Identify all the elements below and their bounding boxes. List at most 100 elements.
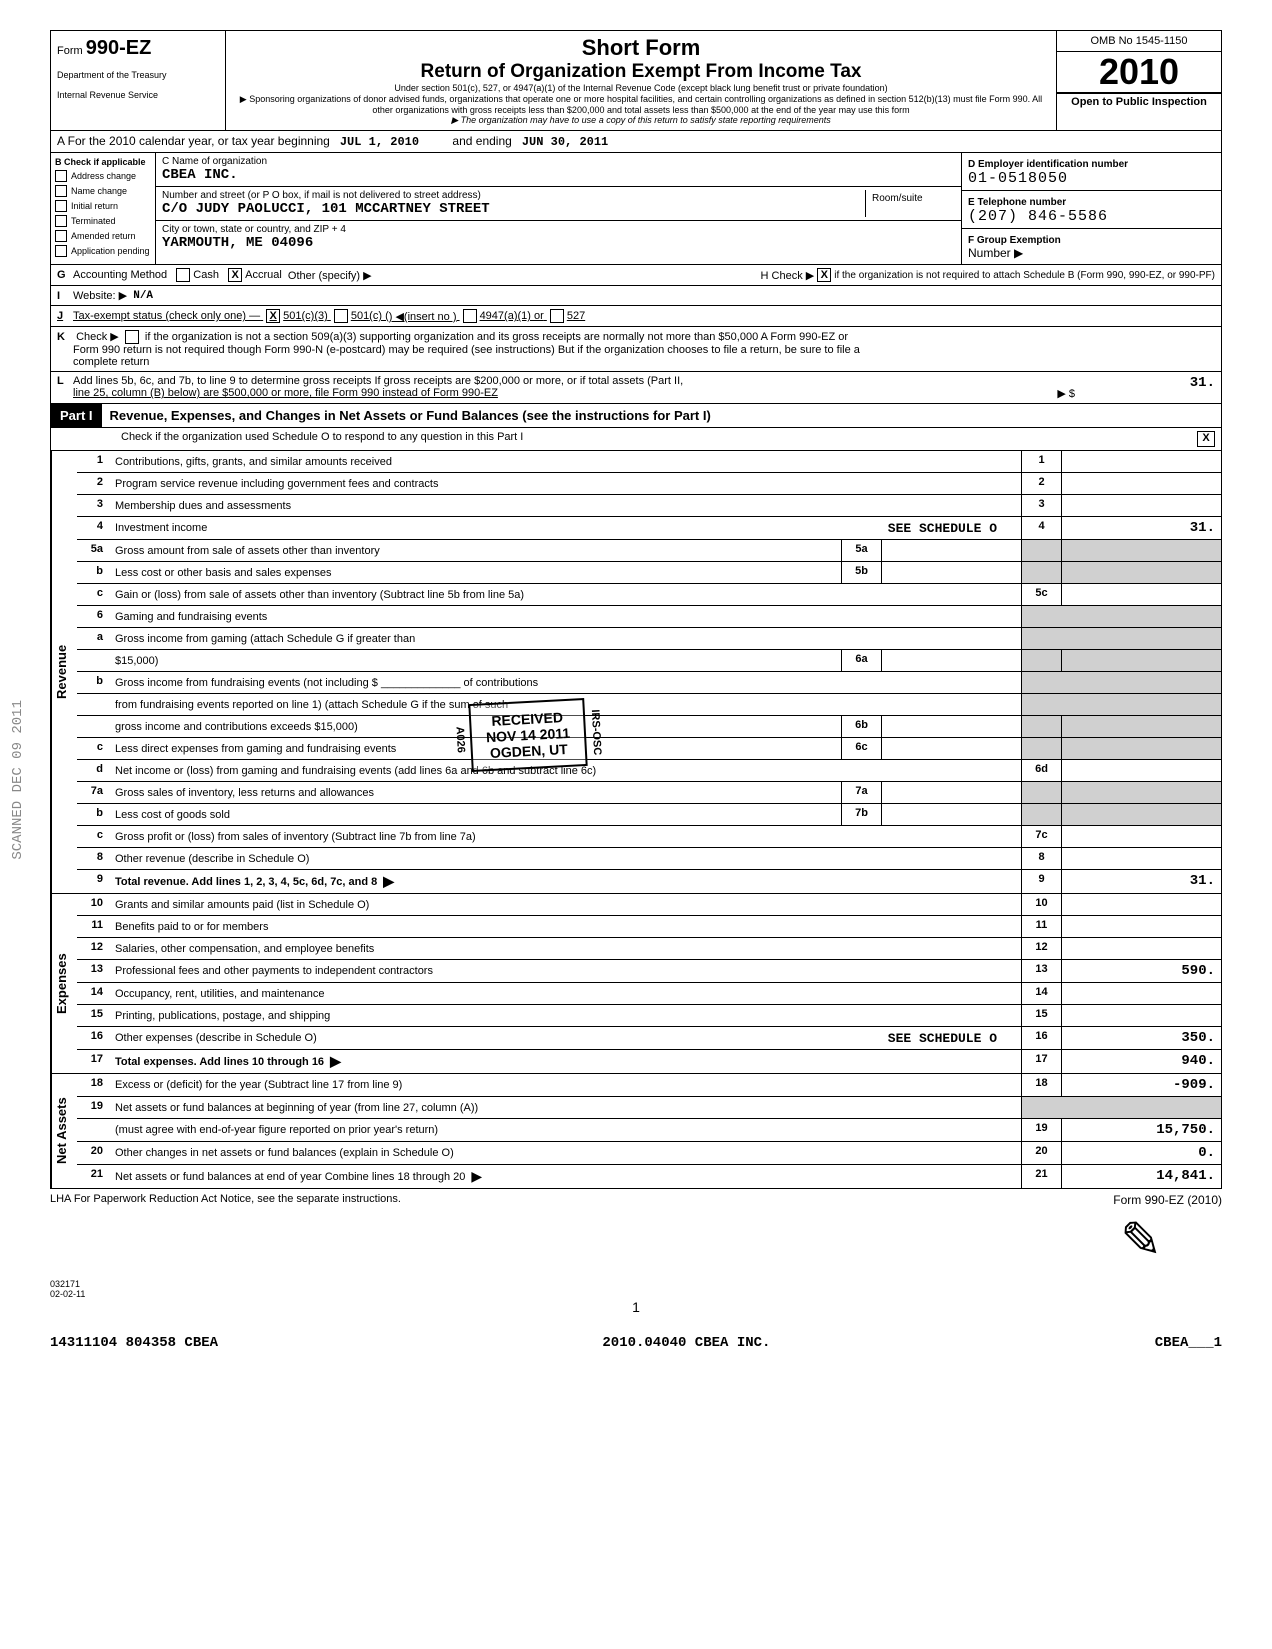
addr-hint: Number and street (or P O box, if mail i… xyxy=(162,190,865,201)
table-row: 14Occupancy, rent, utilities, and mainte… xyxy=(77,983,1221,1005)
h-checkbox[interactable]: X xyxy=(817,268,831,282)
line-code: 1 xyxy=(1021,451,1061,472)
line-code: 13 xyxy=(1021,960,1061,982)
revenue-label: Revenue xyxy=(51,451,77,893)
mid-value xyxy=(881,540,1021,561)
row-desc: Less cost of goods sold xyxy=(111,804,841,825)
e-label: E Telephone number xyxy=(968,197,1066,208)
h-text: H Check ▶ xyxy=(761,269,815,282)
row-number xyxy=(77,694,111,715)
i-text: Website: ▶ xyxy=(73,289,127,302)
form-ref: Form 990-EZ (2010) xyxy=(1113,1193,1222,1207)
row-desc: Printing, publications, postage, and shi… xyxy=(111,1005,1021,1026)
row-desc: Total revenue. Add lines 1, 2, 3, 4, 5c,… xyxy=(111,870,1021,893)
check-name-change[interactable] xyxy=(55,185,67,197)
4947-label: 4947(a)(1) or xyxy=(480,310,544,322)
table-row: 10Grants and similar amounts paid (list … xyxy=(77,894,1221,916)
row-number: 1 xyxy=(77,451,111,472)
phone-value: (207) 846-5586 xyxy=(968,208,1108,225)
row-number: 15 xyxy=(77,1005,111,1026)
table-row: 13Professional fees and other payments t… xyxy=(77,960,1221,983)
row-desc: Program service revenue including govern… xyxy=(111,473,1021,494)
part1-sub-text: Check if the organization used Schedule … xyxy=(121,431,1197,447)
f-sub: Number ▶ xyxy=(968,246,1023,260)
table-row: 2Program service revenue including gover… xyxy=(77,473,1221,495)
mid-value xyxy=(881,716,1021,737)
row-desc: $15,000) xyxy=(111,650,841,671)
shaded-value xyxy=(1061,782,1221,803)
row-desc: Contributions, gifts, grants, and simila… xyxy=(111,451,1021,472)
check-amended[interactable] xyxy=(55,230,67,242)
table-row: (must agree with end-of-year figure repo… xyxy=(77,1119,1221,1142)
shaded-value xyxy=(1061,804,1221,825)
schedule-note: SEE SCHEDULE O xyxy=(888,1031,1017,1046)
row-desc: Gross income from gaming (attach Schedul… xyxy=(111,628,1021,649)
line-value xyxy=(1061,916,1221,937)
check-terminated[interactable] xyxy=(55,215,67,227)
501c-checkbox[interactable] xyxy=(334,309,348,323)
row-desc: (must agree with end-of-year figure repo… xyxy=(111,1119,1021,1141)
mid-code: 6a xyxy=(841,650,881,671)
j-text: Tax-exempt status (check only one) — xyxy=(73,310,260,322)
mid-code: 5b xyxy=(841,562,881,583)
row-desc: Excess or (deficit) for the year (Subtra… xyxy=(111,1074,1021,1096)
subtitle-2: ▶ Sponsoring organizations of donor advi… xyxy=(236,94,1046,116)
row-number xyxy=(77,716,111,737)
527-label: 527 xyxy=(567,310,585,322)
part1-sub-check[interactable]: X xyxy=(1197,431,1215,447)
row-desc: Net income or (loss) from gaming and fun… xyxy=(111,760,1021,781)
g-text: Accounting Method xyxy=(73,269,167,281)
check-initial-return[interactable] xyxy=(55,200,67,212)
line-value: 15,750. xyxy=(1061,1119,1221,1141)
accrual-checkbox[interactable]: X xyxy=(228,268,242,282)
table-row: 21Net assets or fund balances at end of … xyxy=(77,1165,1221,1188)
table-row: dNet income or (loss) from gaming and fu… xyxy=(77,760,1221,782)
check-address-change[interactable] xyxy=(55,170,67,182)
bottom-left: 14311104 804358 CBEA xyxy=(50,1335,218,1351)
shaded-value xyxy=(1061,716,1221,737)
arrow-icon: ▶ xyxy=(471,1168,488,1185)
527-checkbox[interactable] xyxy=(550,309,564,323)
row-desc: Total expenses. Add lines 10 through 16▶ xyxy=(111,1050,1021,1073)
shaded-cell xyxy=(1021,1097,1221,1118)
org-city: YARMOUTH, ME 04096 xyxy=(162,235,313,251)
mid-value xyxy=(881,562,1021,583)
line-code: 6d xyxy=(1021,760,1061,781)
line-value xyxy=(1061,451,1221,472)
row-desc: Membership dues and assessments xyxy=(111,495,1021,516)
line-code: 4 xyxy=(1021,517,1061,539)
line-value: 14,841. xyxy=(1061,1165,1221,1188)
b-label: B xyxy=(55,157,62,167)
header-center: Short Form Return of Organization Exempt… xyxy=(226,31,1056,130)
mid-value xyxy=(881,782,1021,803)
k-checkbox[interactable] xyxy=(125,330,139,344)
4947-checkbox[interactable] xyxy=(463,309,477,323)
subtitle-3: ▶ The organization may have to use a cop… xyxy=(236,115,1046,126)
line-l: L Add lines 5b, 6c, and 7b, to line 9 to… xyxy=(50,372,1222,404)
row-number: 17 xyxy=(77,1050,111,1073)
cash-checkbox[interactable] xyxy=(176,268,190,282)
row-desc: Benefits paid to or for members xyxy=(111,916,1021,937)
table-row: 18Excess or (deficit) for the year (Subt… xyxy=(77,1074,1221,1097)
row-desc: gross income and contributions exceeds $… xyxy=(111,716,841,737)
501c3-checkbox[interactable]: X xyxy=(266,309,280,323)
signature-mark: ✎ xyxy=(1120,1211,1162,1269)
check-if-column: B Check if applicable Address change Nam… xyxy=(51,153,156,264)
table-row: aGross income from gaming (attach Schedu… xyxy=(77,628,1221,650)
line-value: 31. xyxy=(1061,517,1221,539)
check-label-2: Initial return xyxy=(71,201,118,211)
shaded-code xyxy=(1021,738,1061,759)
check-application-pending[interactable] xyxy=(55,245,67,257)
part1-subtitle: Check if the organization used Schedule … xyxy=(50,428,1222,451)
k-text2: if the organization is not a section 509… xyxy=(145,331,848,343)
arrow-icon: ▶ xyxy=(330,1053,347,1070)
line-code: 5c xyxy=(1021,584,1061,605)
k-text1: Check ▶ xyxy=(76,331,119,343)
l-letter: L xyxy=(57,375,73,400)
mid-value xyxy=(881,804,1021,825)
line-code: 21 xyxy=(1021,1165,1061,1188)
org-info-column: C Name of organization CBEA INC. Number … xyxy=(156,153,961,264)
room-suite: Room/suite xyxy=(865,190,955,217)
line-a-mid: and ending xyxy=(452,134,511,148)
line-code: 16 xyxy=(1021,1027,1061,1049)
